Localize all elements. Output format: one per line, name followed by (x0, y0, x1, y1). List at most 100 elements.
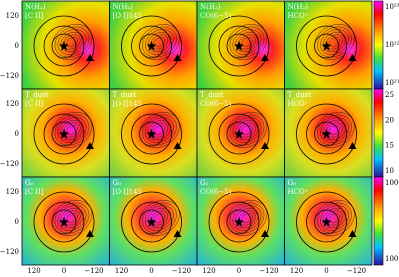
contour (54, 26, 90, 58)
beam-circle (121, 103, 182, 165)
tracer-label: [O I]145 (113, 100, 143, 108)
star-marker (146, 41, 157, 51)
x-tick-label: −120 (172, 267, 191, 275)
tracer-label: [C II] (25, 188, 44, 196)
contour (60, 31, 84, 53)
x-tick-label: 0 (149, 267, 153, 275)
contour (314, 200, 355, 236)
star-marker (321, 41, 332, 51)
contour (322, 119, 347, 141)
tracer-label: CO(6−5) (200, 188, 232, 196)
contour (314, 24, 355, 60)
colorbar-label: 10 (385, 167, 394, 175)
contour (235, 31, 259, 53)
tracer-label: HCO⁺ (288, 12, 309, 20)
x-tick-label: −120 (347, 267, 366, 275)
quantity-label: T_dust (113, 91, 137, 99)
colorbar-label: 10²³ (385, 3, 399, 11)
colorbar-label: 1000 (385, 179, 399, 187)
star-marker (146, 129, 157, 139)
star-marker (234, 41, 244, 51)
contour (142, 114, 177, 146)
x-tick-label: 120 (27, 267, 40, 275)
contour (320, 205, 349, 231)
tracer-label: [O I]145 (113, 12, 143, 20)
colorbar (373, 176, 384, 266)
triangle-marker (86, 54, 94, 61)
contour (147, 207, 172, 229)
tracer-label: CO(6−5) (200, 100, 232, 108)
contour (229, 202, 265, 234)
contour (57, 205, 87, 231)
contour (145, 29, 174, 55)
contour (57, 117, 87, 143)
contour (145, 205, 174, 231)
quantity-label: G₀ (25, 179, 34, 187)
x-tick-label: −120 (84, 267, 103, 275)
triangle-marker (173, 54, 182, 61)
x-tick-label: −120 (259, 267, 278, 275)
tracer-label: CO(6−5) (200, 12, 232, 20)
triangle-marker (173, 230, 182, 237)
star-marker (59, 129, 69, 139)
y-tick-label: 120 (6, 12, 19, 20)
beam-circle (208, 15, 270, 77)
colorbar-label: 10²¹ (385, 79, 399, 87)
contour (139, 24, 180, 60)
beam-circle (33, 103, 95, 165)
contour (322, 207, 347, 229)
quantity-label: G₀ (113, 179, 122, 187)
y-tick-label: 120 (6, 188, 19, 196)
quantity-label: G₀ (200, 179, 209, 187)
beam-circle (33, 15, 95, 77)
colorbar-label: 100 (385, 255, 398, 263)
colorbar (373, 0, 384, 90)
star-marker (59, 41, 69, 51)
contour (54, 114, 90, 146)
quantity-label: T_dust (200, 91, 224, 99)
star-marker (321, 217, 332, 227)
colorbar (373, 88, 384, 178)
contour (57, 29, 87, 55)
triangle-marker (348, 230, 357, 237)
colorbar-label: 15 (385, 142, 394, 150)
beam-circle (121, 15, 182, 77)
colorbar-label: 10²² (385, 41, 399, 49)
y-tick-label: −120 (0, 248, 19, 256)
beam-circle (208, 103, 270, 165)
contour (320, 117, 349, 143)
contour (142, 26, 177, 58)
quantity-label: T_dust (25, 91, 49, 99)
contour (147, 119, 172, 141)
quantity-label: N(H₂) (113, 3, 134, 11)
contour (314, 112, 355, 148)
contour (54, 202, 90, 234)
star-marker (59, 217, 69, 227)
triangle-marker (86, 142, 94, 149)
y-tick-label: 0 (15, 130, 19, 138)
y-tick-label: −120 (0, 160, 19, 168)
tracer-label: [C II] (25, 100, 44, 108)
triangle-marker (173, 142, 182, 149)
x-tick-label: 0 (62, 267, 66, 275)
contour (229, 114, 265, 146)
tracer-label: HCO⁺ (288, 100, 309, 108)
contour (317, 114, 352, 146)
y-tick-label: 0 (15, 218, 19, 226)
tracer-label: [C II] (25, 12, 44, 20)
contour (320, 29, 349, 55)
colorbar-label: 20 (385, 116, 394, 124)
beam-circle (296, 103, 357, 165)
contour (51, 200, 93, 236)
contour (145, 117, 174, 143)
contour (322, 31, 347, 53)
quantity-label: N(H₂) (288, 3, 309, 11)
y-tick-label: 0 (15, 42, 19, 50)
contour (232, 117, 262, 143)
colorbar-label: 25 (385, 91, 394, 99)
contour (51, 24, 93, 60)
contour (229, 26, 265, 58)
triangle-marker (261, 54, 269, 61)
contour (235, 119, 259, 141)
